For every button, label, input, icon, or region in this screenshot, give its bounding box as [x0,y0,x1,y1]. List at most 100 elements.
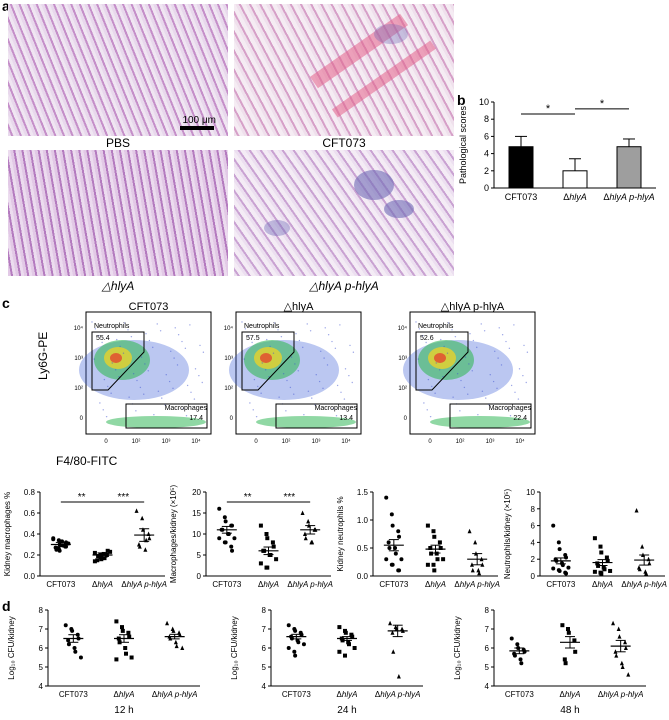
data-point [512,653,517,658]
event-dot [518,368,521,370]
x-tick-label: CFT073 [546,580,575,589]
flow-y-tick: 10³ [398,356,407,362]
data-point [572,638,577,643]
event-dot [269,345,271,348]
event-dot [326,364,329,366]
event-dot [99,402,101,404]
event-dot [468,363,470,365]
data-point [563,661,568,666]
neutrophils-label: Neutrophils [418,323,454,330]
x-tick-label: CFT073 [46,580,75,589]
y-tick-label: 5 [197,551,202,560]
event-dot [116,338,118,341]
y-tick-label: 1.0 [357,516,369,525]
data-point [647,560,652,566]
data-point [64,544,69,549]
flow-plots: CFT073 Neutrophils 55.4 Macrophages 17.4 10⁴ 1… [74,301,536,445]
y-axis-label: Log₁₀ CFU/kidney [7,616,16,679]
data-point [599,571,604,576]
significance-mark: * [546,103,551,115]
time-label: 12 h [114,705,133,716]
data-point [101,551,106,556]
event-dot [285,410,287,412]
data-point [347,642,351,647]
data-point [143,547,148,552]
infiltrate-region [384,200,414,218]
data-point [623,639,628,645]
x-tick-label: ΔhlyA p-hlyA [621,580,667,589]
event-dot [255,415,258,418]
data-point [386,540,391,545]
event-dot [477,414,479,416]
data-point [129,655,134,660]
chart-d2: 4 5 6 7 8 Log₁₀ CFU/kidney CFT073 ΔhlyA ΔhlyA p-… [230,606,423,716]
event-dot [136,379,138,382]
event-dot [278,396,280,398]
event-dot [423,402,425,404]
chart-c2: 0 5 10 15 20 Macrophages/kidney (×10⁵) CFT073 Δ… [169,485,333,589]
data-point [562,657,567,662]
event-dot [348,374,350,377]
data-point [637,566,642,572]
macrophage-gate [275,403,358,429]
event-dot [454,335,457,338]
event-dot [452,396,454,398]
panel-letter-b: b [457,92,466,108]
chart-b: 0 2 4 6 8 10 Pathological scores CFT073 ΔhlyA Δhl… [458,97,656,202]
y-tick-label: 0.5 [357,544,369,553]
data-point [608,568,613,573]
event-dot [343,398,346,400]
event-dot [352,351,355,353]
event-dot [249,402,251,404]
data-point [470,567,475,573]
y-tick-label: 6 [484,131,489,141]
event-dot [153,414,155,416]
data-point [397,568,402,573]
event-dot [525,381,527,384]
flow-y-tick: 10² [398,386,407,392]
event-dot [418,328,421,330]
event-dot [498,327,500,329]
flow-y-tick: 10⁴ [224,325,234,332]
data-point [99,557,104,562]
event-dot [103,378,106,381]
data-point [644,570,649,576]
y-axis-label: Neutrophils/kidney (×10⁵) [503,489,512,580]
data-point [222,515,227,520]
chart-c3: 0.0 0.5 1.0 1.5 Kidney neutrophils % CFT073 Δh… [336,488,500,589]
bar [616,146,642,189]
flow-x-tick: 0 [254,439,258,445]
data-point [264,532,269,536]
data-point [229,544,234,549]
y-tick-label: 1.5 [357,488,369,497]
event-dot [145,333,147,335]
event-dot [198,374,200,377]
data-point [343,630,348,635]
event-dot [202,351,205,353]
event-dot [513,324,515,326]
y-tick-label: 5 [485,663,490,672]
y-tick-label: 7 [262,625,267,634]
data-point [230,548,235,553]
event-dot [101,341,103,344]
event-dot [244,328,247,330]
event-dot [435,362,437,364]
event-dot [119,345,121,348]
y-tick-label: 8 [484,114,489,124]
x-tick-label: ΔhlyA p-hlyA [598,690,644,699]
event-dot [118,375,120,378]
event-dot [170,350,172,352]
chart-c4: 0 2 4 6 8 10 Neutrophils/kidney (×10⁵) CFT073 Δh… [503,488,667,589]
event-dot [147,370,149,372]
y-tick-label: 4 [39,682,44,691]
data-point [435,557,440,562]
flow-y-tick: 10⁴ [398,325,408,332]
flow-x-tick: 10⁴ [191,438,201,445]
event-dot [266,338,268,341]
event-dot [417,358,419,360]
data-point [51,537,56,542]
event-dot [306,323,308,325]
data-point [518,657,523,662]
x-tick-label: ΔhlyA [563,192,587,202]
y-tick-label: 0.0 [357,572,369,581]
